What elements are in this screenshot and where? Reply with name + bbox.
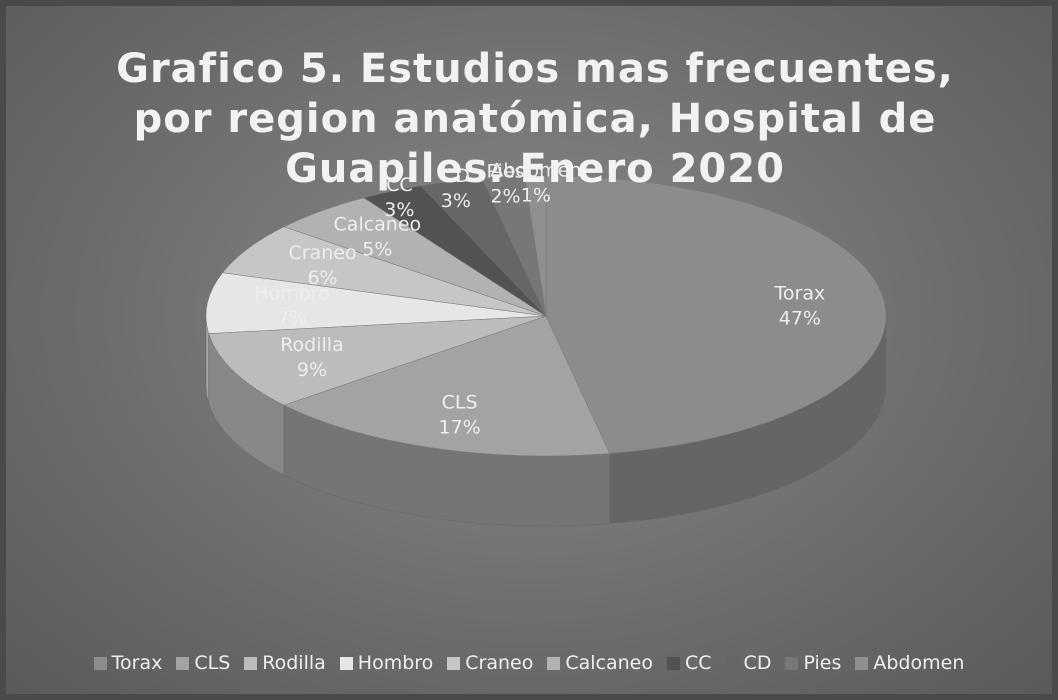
slice-category-label: CC: [386, 174, 413, 196]
legend-label: CC: [685, 652, 712, 674]
legend-label: Calcaneo: [565, 652, 653, 674]
legend-item: CLS: [176, 652, 230, 674]
slice-value-label: 47%: [779, 308, 821, 330]
legend: Torax CLS Rodilla Hombro Craneo Calcaneo CC CD P…: [6, 652, 1052, 674]
pie-slice: [205, 272, 547, 334]
slice-value-label: 9%: [297, 359, 327, 381]
pie-slice: [222, 226, 547, 317]
slice-category-label: CLS: [442, 391, 478, 413]
legend-label: Rodilla: [262, 652, 326, 674]
legend-item: Torax: [93, 652, 163, 674]
legend-item: CC: [667, 652, 712, 674]
legend-item: Craneo: [447, 652, 533, 674]
legend-item: Calcaneo: [547, 652, 653, 674]
legend-item: Pies: [785, 652, 841, 674]
legend-swatch: [447, 656, 461, 670]
legend-label: CLS: [194, 652, 231, 674]
legend-label: Craneo: [465, 652, 534, 674]
pie-area: Torax 47% CLS 17% Rodilla 9% Hombro 7% Craneo 6% C…: [205, 160, 887, 527]
pie-slice: [208, 315, 547, 406]
slice-value-label: 7%: [277, 308, 307, 330]
legend-swatch: [725, 656, 739, 670]
legend-label: Pies: [803, 652, 842, 674]
legend-swatch: [547, 656, 561, 670]
chart-title: Grafico 5. Estudios mas frecuentes, por …: [116, 46, 954, 192]
slice-value-label: 1%: [521, 185, 551, 207]
slice-category-label: CD: [442, 165, 470, 187]
slice-value-label: 17%: [439, 416, 481, 438]
legend-swatch: [93, 656, 107, 670]
legend-item: Abdomen: [855, 652, 964, 674]
legend-label: Abdomen: [873, 652, 965, 674]
slice-category-label: Calcaneo: [334, 214, 422, 236]
legend-item: Rodilla: [244, 652, 326, 674]
slice-category-label: Abdomen: [490, 160, 581, 182]
legend-label: Torax: [111, 652, 163, 674]
legend-swatch: [785, 656, 799, 670]
slice-category-label: Torax: [774, 283, 826, 305]
slice-value-label: 2%: [490, 186, 520, 208]
pie-slice: [545, 175, 887, 454]
slice-value-label: 3%: [384, 199, 414, 221]
slice-value-label: 3%: [441, 190, 471, 212]
pie-slice: [283, 315, 611, 457]
legend-item: Hombro: [339, 652, 434, 674]
slice-category-label: Craneo: [289, 242, 357, 264]
legend-swatch: [339, 656, 353, 670]
legend-label: Hombro: [357, 652, 434, 674]
legend-item: CD: [725, 652, 772, 674]
legend-swatch: [667, 656, 680, 670]
slice-category-label: Rodilla: [280, 334, 344, 356]
slice-value-label: 6%: [307, 267, 337, 289]
pie-slice: [524, 175, 547, 317]
legend-label: CD: [743, 652, 772, 674]
slice-value-label: 5%: [362, 239, 392, 261]
legend-swatch: [855, 656, 869, 670]
legend-swatch: [176, 656, 190, 670]
slice-category-label: Pies: [487, 161, 525, 183]
slice-category-label: Hombro: [254, 283, 330, 305]
legend-swatch: [244, 656, 258, 670]
